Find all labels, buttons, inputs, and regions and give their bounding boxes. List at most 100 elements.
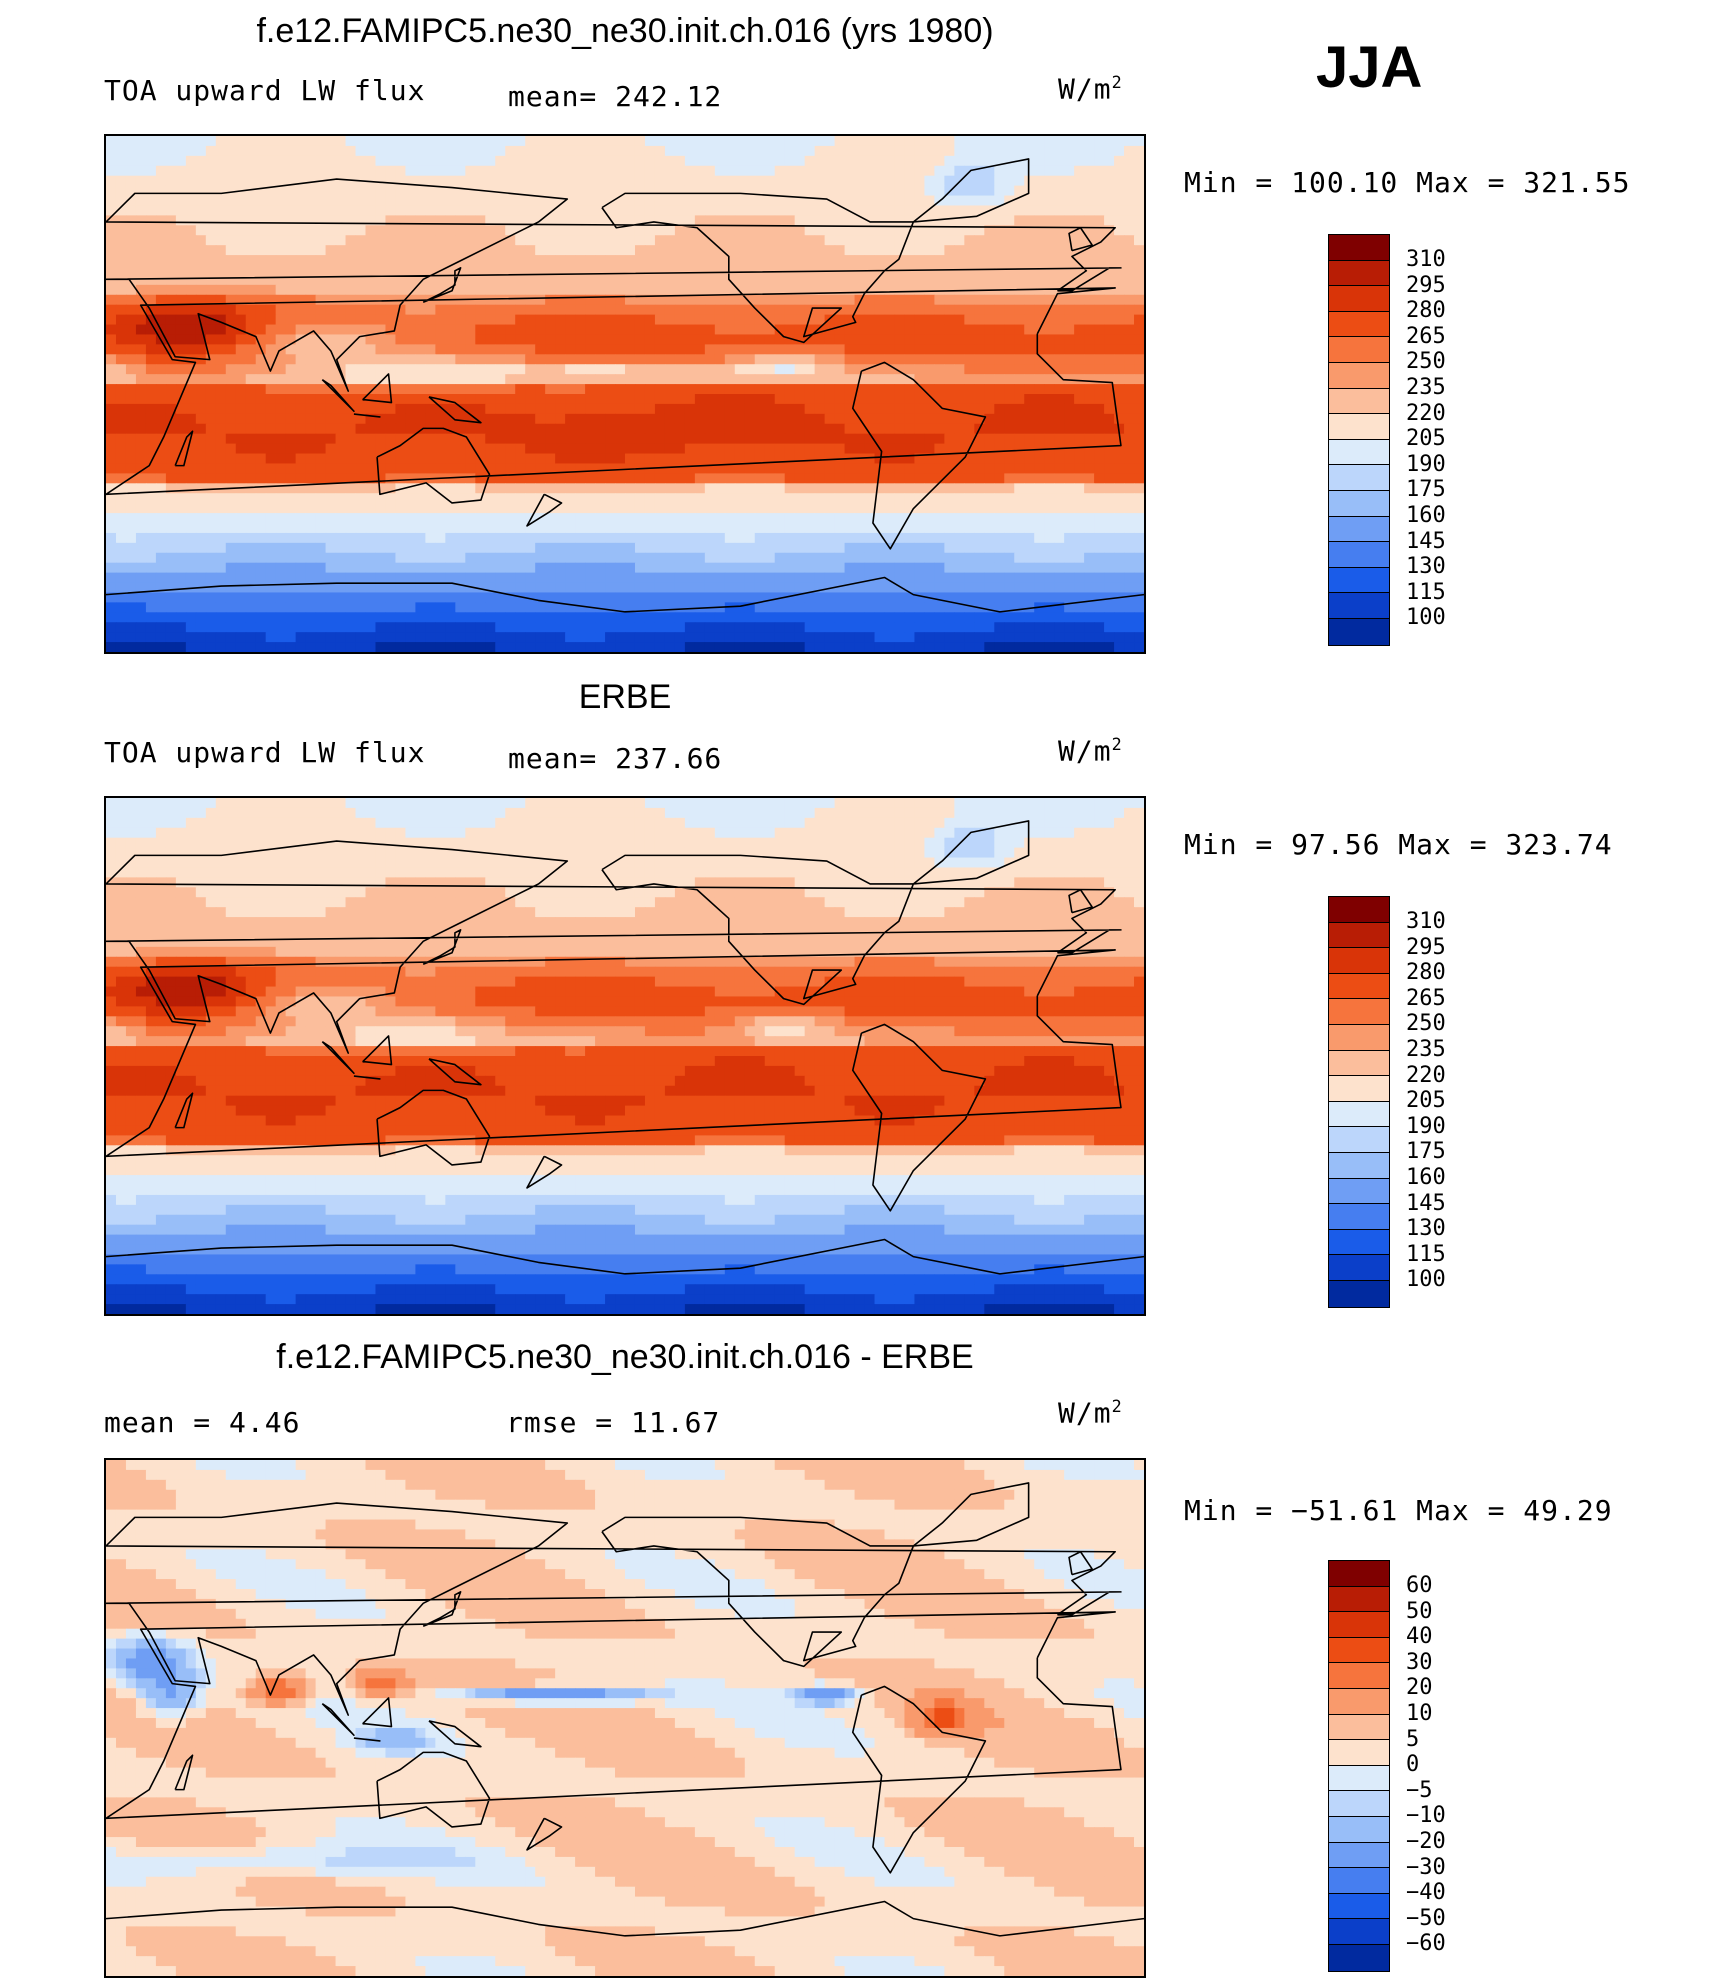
contour-cell: [545, 145, 556, 157]
contour-cell: [714, 334, 726, 345]
contour-cell: [734, 274, 746, 286]
contour-cell: [674, 235, 686, 246]
contour-cell: [325, 136, 337, 147]
contour-cell: [545, 493, 556, 504]
contour-cell: [385, 364, 397, 375]
contour-cell: [115, 483, 127, 494]
contour-cell: [1054, 463, 1065, 474]
contour-cell: [375, 185, 387, 197]
contour-cell: [864, 523, 876, 534]
contour-cell: [894, 413, 906, 425]
contour-cell: [535, 354, 546, 365]
contour-cell: [634, 503, 646, 514]
contour-cell: [135, 195, 147, 207]
contour-cell: [794, 205, 806, 216]
contour-cell: [914, 344, 926, 355]
contour-cell: [884, 602, 896, 613]
contour-cell: [295, 374, 307, 385]
contour-cell: [175, 294, 187, 306]
contour-cell: [515, 542, 526, 554]
contour-cell: [575, 364, 586, 375]
contour-cell: [1074, 145, 1085, 157]
contour-cell: [315, 255, 327, 266]
contour-cell: [535, 572, 546, 584]
contour-cell: [545, 165, 556, 177]
contour-cell: [694, 453, 706, 465]
contour-cell: [864, 374, 876, 385]
contour-cell: [115, 374, 127, 385]
contour-cell: [1044, 344, 1055, 355]
contour-cell: [1034, 374, 1045, 385]
contour-cell: [744, 572, 756, 584]
contour-cell: [445, 483, 456, 494]
contour-cell: [1064, 314, 1075, 326]
contour-cell: [555, 205, 566, 216]
contour-cell: [485, 582, 496, 594]
contour-cell: [275, 542, 287, 554]
contour-cell: [125, 334, 137, 345]
contour-cell: [535, 265, 546, 276]
contour-cell: [555, 255, 566, 266]
contour-cell: [125, 354, 137, 365]
contour-cell: [974, 215, 985, 226]
contour-cell: [225, 403, 237, 415]
contour-cell: [834, 433, 846, 445]
contour-cell: [664, 175, 676, 187]
contour-cell: [595, 532, 606, 544]
contour-cell: [634, 165, 646, 177]
contour-cell: [634, 354, 646, 365]
contour-cell: [445, 572, 456, 584]
contour-cell: [784, 165, 796, 177]
contour-cell: [734, 582, 746, 594]
contour-cell: [974, 384, 985, 395]
contour-cell: [355, 136, 367, 147]
contour-cell: [455, 284, 466, 296]
contour-cell: [195, 364, 207, 375]
contour-cell: [265, 165, 277, 177]
contour-cell: [1104, 582, 1115, 594]
contour-cell: [225, 354, 237, 365]
contour-cell: [185, 324, 197, 336]
contour-cell: [375, 592, 387, 603]
contour-cell: [425, 155, 436, 167]
contour-cell: [615, 155, 626, 167]
contour-cell: [1014, 513, 1025, 524]
contour-cell: [165, 503, 177, 514]
contour-cell: [225, 394, 237, 405]
contour-cell: [465, 175, 476, 187]
contour-cell: [395, 324, 407, 336]
contour-cell: [195, 235, 207, 246]
contour-cell: [984, 225, 995, 236]
contour-cell: [634, 542, 646, 554]
contour-cell: [1054, 413, 1065, 425]
contour-cell: [904, 304, 916, 316]
contour-cell: [425, 225, 436, 236]
contour-cell: [774, 433, 786, 445]
contour-cell: [674, 195, 686, 207]
contour-cell: [914, 513, 926, 524]
contour-cell: [405, 552, 417, 564]
contour-cell: [225, 602, 237, 613]
contour-cell: [325, 165, 337, 177]
contour-cell: [275, 274, 287, 286]
contour-cell: [255, 453, 267, 465]
contour-cell: [605, 403, 616, 415]
contour-cell: [405, 463, 417, 474]
contour-cell: [1114, 354, 1125, 365]
contour-cell: [684, 274, 696, 286]
contour-cell: [135, 582, 147, 594]
contour-cell: [1134, 602, 1144, 613]
contour-cell: [135, 602, 147, 613]
contour-cell: [874, 215, 886, 226]
contour-cell: [505, 235, 516, 246]
contour-cell: [565, 562, 576, 574]
contour-cell: [106, 523, 117, 534]
contour-cell: [644, 552, 656, 564]
contour-cell: [994, 483, 1005, 494]
contour-cell: [1074, 364, 1085, 375]
contour-cell: [1104, 205, 1115, 216]
contour-cell: [575, 572, 586, 584]
contour-cell: [135, 374, 147, 385]
contour-cell: [575, 523, 586, 534]
contour-cell: [235, 562, 247, 574]
